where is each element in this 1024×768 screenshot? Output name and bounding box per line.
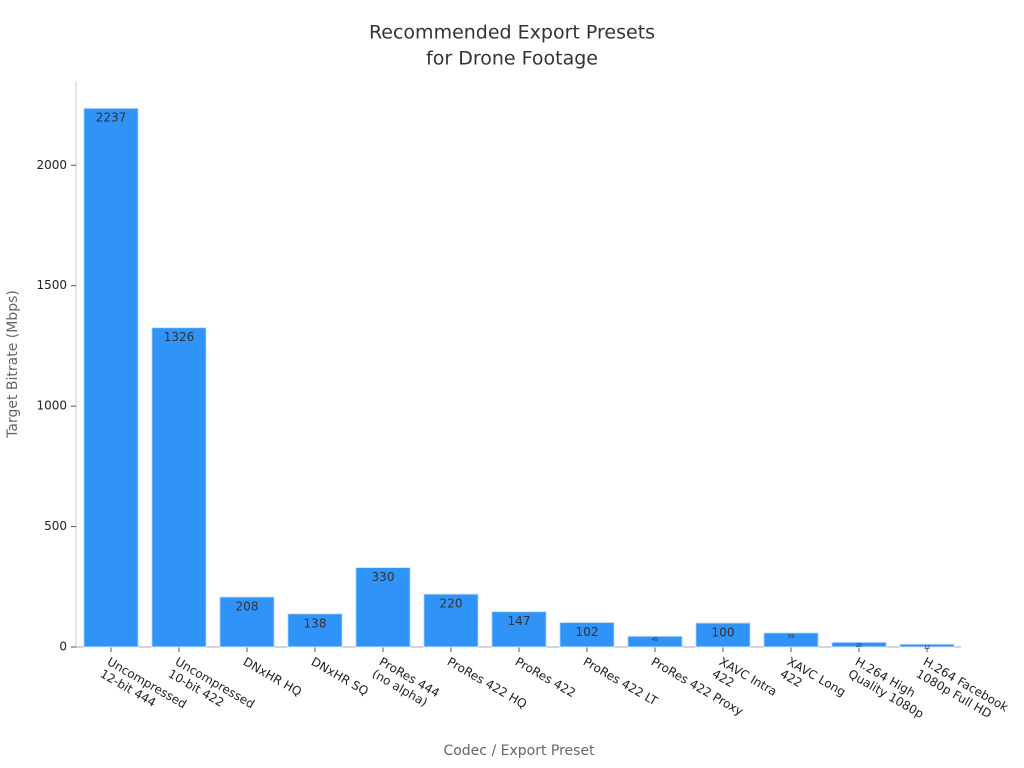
value-label: 220 [440, 597, 463, 611]
y-tick-label: 1000 [36, 399, 67, 413]
value-label: 330 [372, 570, 395, 584]
y-tick-label: 500 [44, 519, 67, 533]
value-label: 45 [652, 637, 658, 643]
bar [151, 327, 207, 648]
value-label: 20 [856, 643, 862, 649]
bar [831, 641, 887, 648]
y-tick-label: 2000 [36, 158, 67, 172]
bar [219, 596, 275, 648]
value-label: 59 [788, 634, 794, 640]
chart-title: Recommended Export Presets [369, 22, 655, 44]
bar [763, 632, 819, 648]
value-label: 138 [304, 616, 327, 630]
bar [287, 613, 343, 648]
value-label: 147 [508, 614, 531, 628]
bar [491, 611, 547, 648]
value-label: 2237 [96, 111, 127, 125]
x-tick-label: ProRes 422 LT [581, 655, 661, 709]
value-label: 100 [712, 625, 735, 639]
x-tick-label-group: ProRes 422 LT [581, 655, 661, 709]
value-label: 208 [236, 599, 259, 613]
chart-title: for Drone Footage [426, 48, 598, 70]
value-label: 12 [924, 645, 930, 651]
x-tick-label-group: DNxHR SQ [309, 655, 371, 699]
x-tick-label-group: DNxHR HQ [241, 655, 304, 700]
x-tick-label: DNxHR HQ [241, 655, 304, 700]
y-tick-label: 1500 [36, 278, 67, 292]
bar [559, 621, 615, 648]
x-tick-label-group: ProRes 422 [513, 655, 578, 701]
y-axis-title: Target Bitrate (Mbps) [5, 290, 21, 439]
bar [695, 622, 751, 648]
bar [423, 593, 479, 648]
x-tick-label: DNxHR SQ [309, 655, 371, 699]
bar [355, 567, 411, 648]
x-tick-label: ProRes 422 [513, 655, 578, 701]
bar [83, 107, 139, 648]
value-label: 1326 [164, 330, 195, 344]
x-axis-title: Codec / Export Preset [443, 743, 595, 759]
bar [627, 635, 683, 648]
y-tick-label: 0 [59, 640, 67, 654]
bar [899, 643, 955, 648]
value-label: 102 [576, 625, 599, 639]
x-tick-label-group: ProRes 444(no alpha) [370, 655, 442, 710]
